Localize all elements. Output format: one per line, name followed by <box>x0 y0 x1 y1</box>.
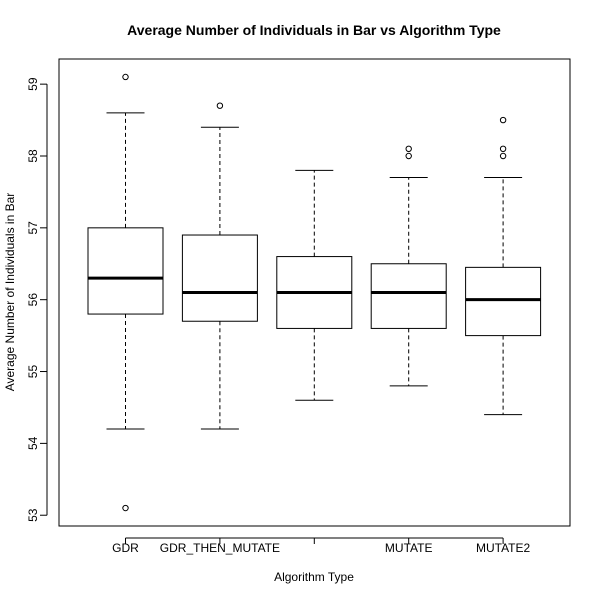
boxes <box>87 73 542 512</box>
box-group <box>87 73 164 512</box>
iqr-box <box>181 234 258 322</box>
plot-frame <box>58 58 571 527</box>
y-tick-label: 53 <box>26 508 40 522</box>
chart-title: Average Number of Individuals in Bar vs … <box>127 22 501 38</box>
outlier-point <box>405 145 412 153</box>
outlier-point <box>499 145 507 153</box>
box-group <box>181 102 258 430</box>
outlier-point <box>122 73 129 81</box>
box-group <box>276 169 353 401</box>
y-tick-label: 58 <box>26 149 40 163</box>
outlier-point <box>499 152 507 160</box>
x-tick-label: GDR <box>112 541 139 555</box>
box-group <box>370 145 447 387</box>
x-tick-label: MUTATE2 <box>476 541 531 555</box>
x-axis-label: Algorithm Type <box>274 570 354 584</box>
iqr-box <box>87 227 164 315</box>
iqr-box <box>465 266 542 337</box>
y-tick-label: 59 <box>26 77 40 91</box>
outlier-point <box>122 504 129 512</box>
x-tick-label: GDR_THEN_MUTATE <box>160 541 280 555</box>
y-axis-label: Average Number of Individuals in Bar <box>3 193 17 392</box>
outlier-point <box>499 116 507 124</box>
iqr-box <box>370 263 447 329</box>
y-tick-label: 55 <box>26 365 40 379</box>
outlier-point <box>216 102 224 109</box>
x-axis: GDR GDR_THEN_MUTATE MUTATE MUTATE2 <box>112 537 531 555</box>
x-tick-label: MUTATE <box>385 541 433 555</box>
outlier-point <box>405 152 412 160</box>
y-tick-label: 56 <box>26 293 40 307</box>
y-tick-label: 57 <box>26 221 40 235</box>
y-axis: 53 54 55 56 57 58 59 <box>26 77 48 522</box>
box-group <box>465 116 542 416</box>
y-tick-label: 54 <box>26 436 40 450</box>
